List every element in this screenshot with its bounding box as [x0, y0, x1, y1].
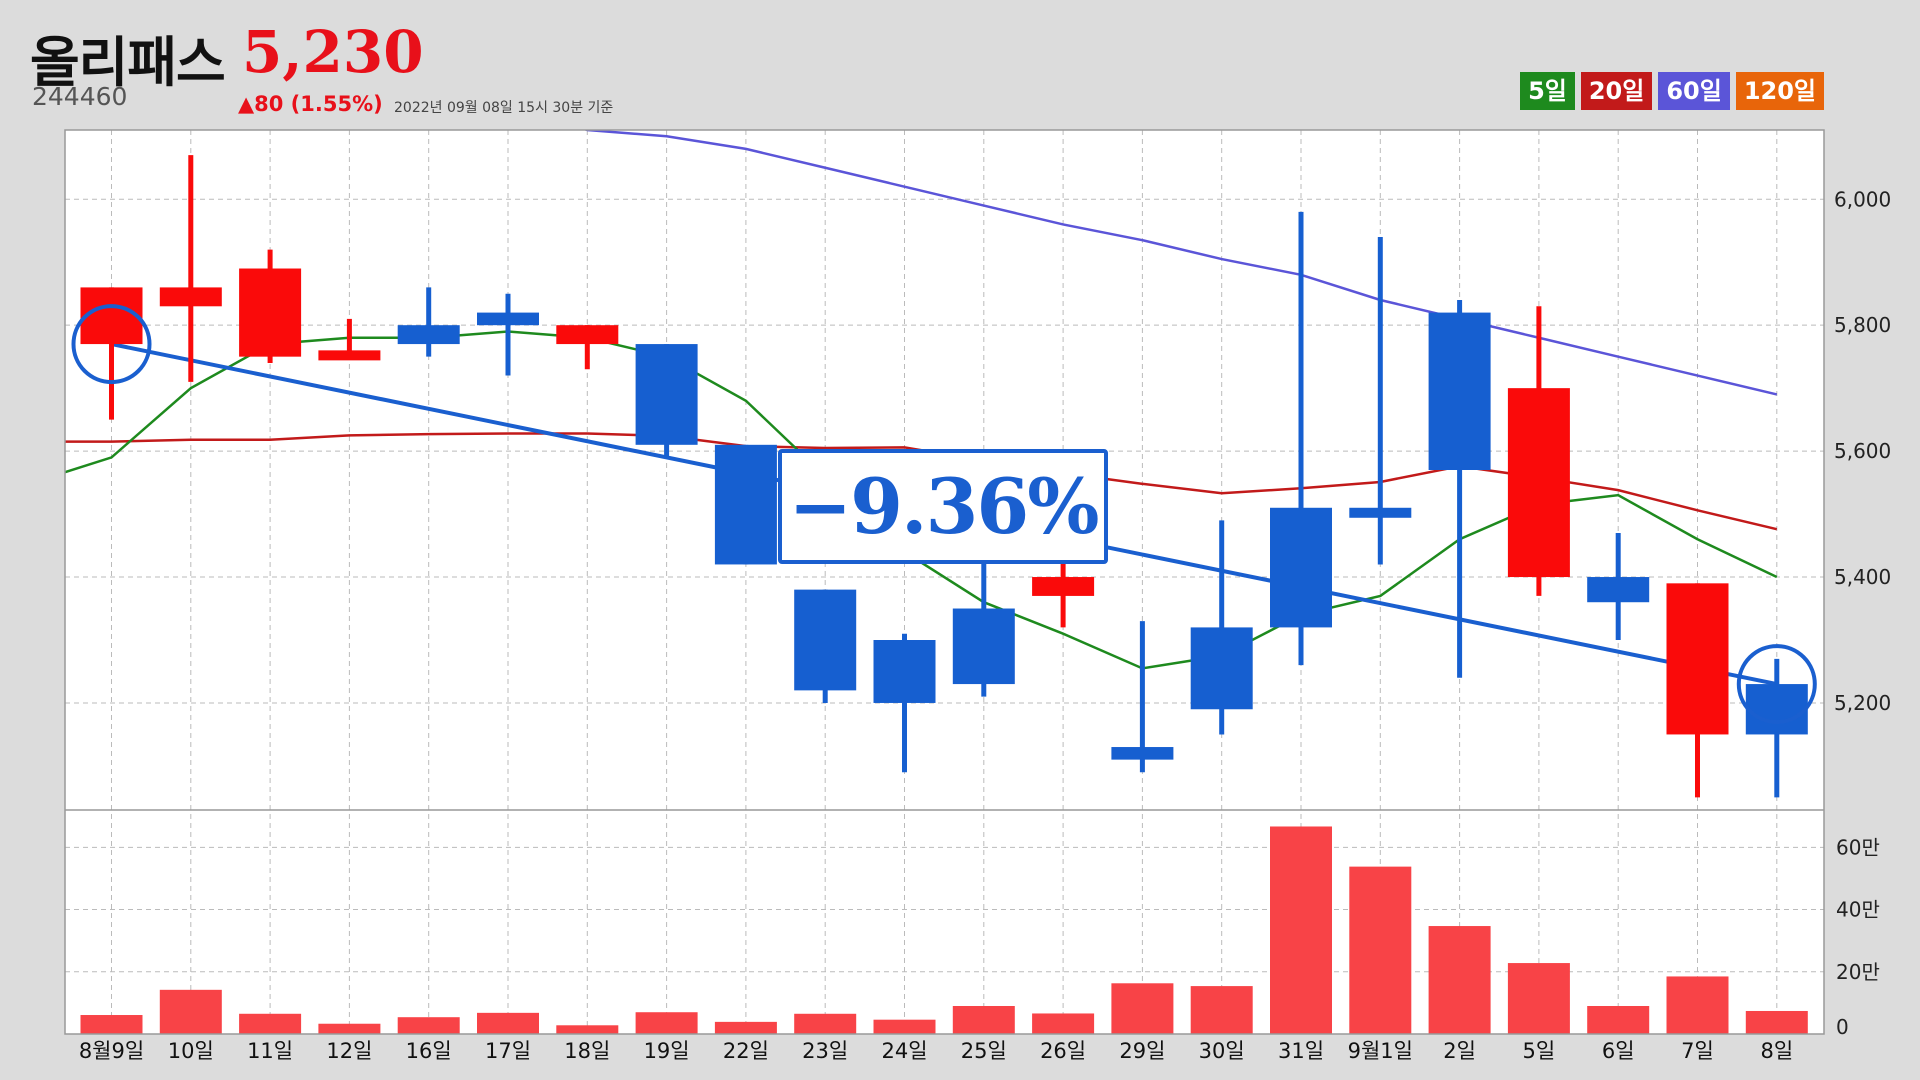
legend-ma20: 20일: [1580, 72, 1653, 110]
start-marker-circle: [71, 304, 152, 385]
x-tick-label: 25일: [961, 1039, 1007, 1063]
volume-bar: [1666, 976, 1729, 1034]
volume-bar: [556, 1025, 619, 1034]
candle-body: [873, 640, 936, 703]
x-tick-label: 12일: [326, 1039, 372, 1063]
volume-tick-label: 0: [1836, 1015, 1849, 1039]
candle-body: [1666, 583, 1729, 735]
candle-body: [1745, 684, 1808, 735]
volume-bar: [794, 1013, 857, 1034]
legend-ma120: 120일: [1735, 72, 1824, 110]
candle-body: [714, 444, 777, 565]
volume-bar: [397, 1017, 460, 1034]
candle-body: [1507, 388, 1570, 578]
legend-ma60: 60일: [1658, 72, 1730, 110]
candle-body: [794, 589, 857, 691]
candle-body: [556, 325, 619, 345]
x-tick-label: 29일: [1119, 1039, 1165, 1063]
end-marker-circle: [1736, 644, 1817, 725]
candle-body: [239, 268, 302, 357]
candle-body: [397, 325, 460, 345]
volume-tick-label: 40만: [1836, 898, 1880, 922]
x-tick-label: 6일: [1602, 1039, 1635, 1063]
volume-bar: [1745, 1010, 1808, 1034]
candle-body: [635, 344, 698, 445]
volume-bar: [1111, 983, 1174, 1034]
reference-date: 2022년 09월 08일 15시 30분 기준: [394, 100, 614, 116]
moving-average-legend: 5일 20일 60일 120일: [1520, 72, 1824, 110]
change-percent: −9.36%: [788, 462, 1100, 551]
volume-bar: [1587, 1006, 1650, 1034]
plot-border: [64, 129, 1825, 1035]
candle-body: [1190, 627, 1253, 710]
x-tick-label: 10일: [168, 1039, 214, 1063]
x-tick-label: 22일: [723, 1039, 769, 1063]
volume-bar: [714, 1021, 777, 1034]
change-annotation: −9.36%: [778, 449, 1108, 564]
volume-bar: [159, 989, 222, 1034]
x-tick-label: 31일: [1278, 1039, 1324, 1063]
candle-body: [1111, 747, 1174, 760]
volume-bar: [635, 1012, 698, 1034]
price-change: ▲80 (1.55%): [238, 92, 383, 116]
stock-code: 244460: [32, 82, 128, 111]
volume-bar: [239, 1013, 302, 1034]
volume-bar: [1428, 926, 1491, 1034]
x-tick-label: 19일: [644, 1039, 690, 1063]
x-tick-label: 23일: [802, 1039, 848, 1063]
candle-body: [1032, 577, 1095, 596]
candle-body: [1270, 507, 1332, 628]
candle-body: [477, 312, 539, 326]
volume-bar: [952, 1006, 1015, 1034]
volume-bar: [1270, 826, 1332, 1034]
stock-price: 5,230: [242, 18, 424, 86]
x-tick-label: 18일: [564, 1039, 610, 1063]
volume-bar: [477, 1012, 539, 1034]
x-tick-label: 9월1일: [1348, 1039, 1413, 1063]
volume-bar: [873, 1019, 936, 1034]
candle-body: [318, 350, 381, 361]
ma60-line: [583, 130, 1778, 396]
x-tick-label: 17일: [485, 1039, 531, 1063]
volume-bar: [1032, 1013, 1095, 1034]
price-tick-label: 5,800: [1834, 313, 1891, 337]
x-tick-label: 11일: [247, 1039, 293, 1063]
x-tick-label: 26일: [1040, 1039, 1086, 1063]
candle-body: [159, 287, 222, 307]
volume-bar: [1507, 963, 1570, 1034]
plot-area: [65, 130, 1824, 1034]
candle-body: [952, 608, 1015, 685]
x-tick-label: 8월9일: [79, 1039, 144, 1063]
x-tick-label: 24일: [881, 1039, 927, 1063]
x-tick-label: 8일: [1760, 1039, 1793, 1063]
volume-bar: [318, 1023, 381, 1034]
volume-bar: [1349, 866, 1412, 1034]
candle-body: [80, 287, 143, 345]
volume-tick-label: 60만: [1836, 835, 1880, 859]
price-tick-label: 5,400: [1834, 565, 1891, 589]
x-tick-label: 5일: [1523, 1039, 1556, 1063]
candle-body: [1587, 577, 1650, 603]
stock-header: 올리패스 5,230 244460 ▲80 (1.55%) 2022년 09월 …: [0, 0, 1920, 128]
legend-ma5: 5일: [1520, 72, 1575, 110]
stock-name: 올리패스: [30, 31, 226, 94]
price-tick-label: 5,200: [1834, 691, 1891, 715]
x-tick-label: 2일: [1443, 1039, 1476, 1063]
candle-body: [1349, 507, 1412, 518]
candle-body: [1428, 312, 1491, 470]
x-tick-label: 7일: [1681, 1039, 1714, 1063]
price-tick-label: 6,000: [1834, 187, 1891, 211]
volume-bar: [80, 1015, 143, 1034]
x-tick-label: 16일: [406, 1039, 452, 1063]
price-tick-label: 5,600: [1834, 439, 1891, 463]
volume-tick-label: 20만: [1836, 960, 1880, 984]
volume-bar: [1190, 986, 1253, 1034]
x-tick-label: 30일: [1199, 1039, 1245, 1063]
